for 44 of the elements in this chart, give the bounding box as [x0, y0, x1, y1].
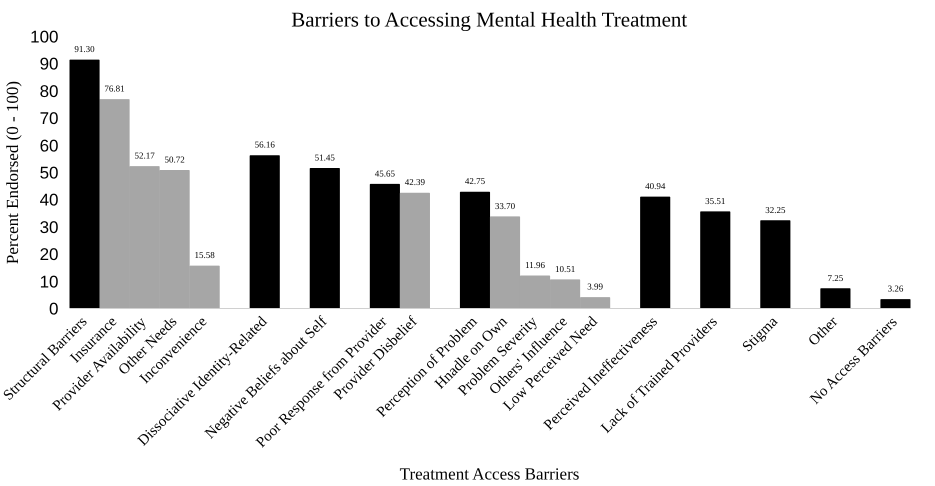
y-tick-label: 50 [40, 164, 59, 182]
data-label: 7.25 [828, 272, 844, 283]
bar [310, 168, 340, 308]
data-label: 32.25 [765, 204, 786, 215]
y-tick-label: 10 [40, 272, 59, 292]
bar [250, 155, 280, 308]
data-label: 33.70 [494, 200, 516, 211]
data-label: 42.75 [464, 176, 486, 186]
y-tick-label: 20 [40, 245, 59, 264]
bar [700, 211, 730, 308]
data-label: 15.58 [194, 250, 216, 260]
data-label: 40.94 [645, 181, 666, 192]
data-label: 52.17 [134, 150, 156, 161]
y-axis-title: Percent Endorsed (0 - 100) [3, 80, 22, 264]
y-tick-label: 80 [40, 82, 59, 101]
data-label: 76.81 [104, 84, 125, 94]
bar [370, 184, 400, 308]
data-label: 56.16 [254, 140, 276, 150]
data-label: 91.30 [74, 44, 96, 54]
bar [760, 220, 790, 308]
y-tick-label: 30 [40, 218, 59, 237]
data-label: 11.96 [525, 260, 546, 270]
y-tick-label: 60 [40, 136, 59, 156]
bar [400, 192, 430, 308]
y-tick-label: 70 [40, 109, 59, 128]
data-label: 3.26 [888, 284, 904, 294]
data-label: 45.65 [374, 168, 396, 178]
y-tick-label: 40 [40, 190, 59, 210]
chart-title: Barriers to Accessing Mental Health Treatment [291, 8, 688, 32]
y-tick-label: 0 [49, 300, 59, 318]
bar [70, 60, 100, 308]
data-label: 3.99 [587, 282, 604, 292]
bar [880, 299, 910, 308]
bar [820, 288, 850, 308]
x-axis-title: Treatment Access Barriers [400, 464, 580, 484]
data-label: 51.45 [314, 152, 336, 163]
bar [640, 196, 670, 308]
data-label: 35.51 [705, 196, 726, 206]
data-label: 50.72 [164, 154, 185, 165]
data-label: 42.39 [404, 177, 426, 188]
y-tick-label: 100 [30, 28, 59, 46]
bar [460, 192, 490, 308]
y-tick-label: 90 [40, 54, 59, 74]
data-label: 10.51 [554, 264, 576, 274]
